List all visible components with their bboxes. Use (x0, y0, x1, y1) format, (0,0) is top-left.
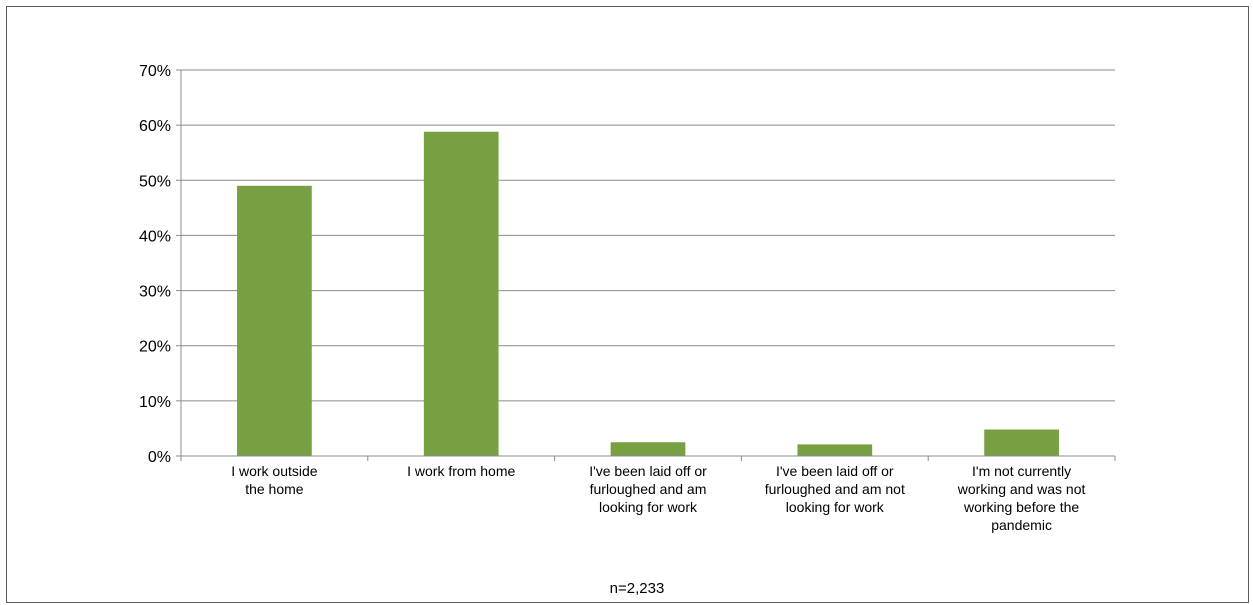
y-tick-label-70: 70% (139, 63, 171, 80)
bar-1 (237, 185, 312, 457)
y-tick-label-40: 40% (139, 228, 171, 245)
bar-4 (797, 444, 873, 456)
x-category-label-3: I've been laid off or furloughed and am lo… (589, 463, 707, 515)
y-tick-label-20: 20% (139, 339, 171, 356)
bar-2 (423, 131, 499, 456)
y-tick-label-50: 50% (139, 173, 171, 190)
axis-labels: 0% 10% 20% 30% 40% 50% 60% 70% I work outside the… (139, 63, 1086, 533)
chart-frame: 0% 10% 20% 30% 40% 50% 60% 70% I work outside the… (6, 6, 1249, 603)
x-category-label-4: I've been laid off or furloughed and am n… (765, 463, 905, 515)
y-tick-label-60: 60% (139, 118, 171, 135)
x-category-label-1: I work outside the home (231, 463, 318, 497)
y-tick-label-10: 10% (139, 394, 171, 411)
bar-chart: 0% 10% 20% 30% 40% 50% 60% 70% I work outside the… (139, 63, 1116, 597)
y-tick-label-30: 30% (139, 284, 171, 301)
sample-size-note: n=2,233 (610, 580, 665, 597)
bar-5 (984, 429, 1059, 456)
x-category-label-5: I'm not currently working and was not work… (957, 463, 1086, 533)
axes (176, 69, 1116, 461)
bar-3 (610, 442, 686, 456)
y-tick-label-0: 0% (148, 449, 171, 466)
bars (237, 131, 1059, 457)
gridlines (181, 69, 1115, 402)
x-category-label-2: I work from home (407, 463, 515, 479)
